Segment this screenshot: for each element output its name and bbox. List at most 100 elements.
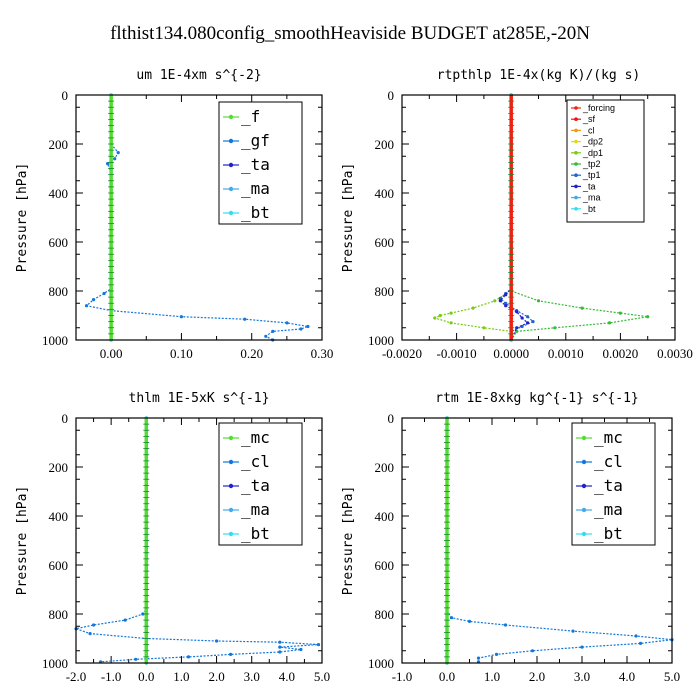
x-tick-label: 4.0	[279, 669, 295, 684]
legend-label: _tp2	[582, 159, 601, 169]
data-point	[618, 311, 623, 315]
legend: _mc _cl _ta _ma _bt	[571, 422, 656, 546]
figure-title: flthist134.080config_smoothHeaviside BUD…	[110, 23, 590, 44]
y-tick-label: 0	[62, 411, 69, 426]
data-point	[494, 652, 499, 657]
x-tick-label: 2.0	[208, 669, 224, 684]
x-tick-label: 0.0	[138, 669, 154, 684]
y-tick-label: 200	[375, 137, 395, 152]
y-tick-label: 200	[375, 460, 395, 475]
legend-label: _ta	[582, 181, 596, 191]
y-tick-label: 0	[62, 88, 69, 103]
panel-title: rtpthlp 1E-4x(kg K)/(kg s)	[437, 68, 641, 83]
x-tick-label: 2.0	[529, 669, 545, 684]
x-tick-label: 0.0010	[548, 346, 584, 361]
y-tick-label: 400	[49, 509, 69, 524]
legend-label: _mc	[594, 428, 623, 447]
y-tick-label: 600	[49, 235, 69, 250]
legend-box	[218, 101, 303, 225]
data-point	[449, 321, 453, 325]
legend-label: _forcing	[582, 103, 615, 113]
y-tick-label: 400	[375, 509, 395, 524]
legend-marker	[228, 138, 234, 144]
x-tick-label: 0.00	[100, 346, 123, 361]
legend-marker	[574, 117, 578, 121]
data-point	[638, 641, 643, 646]
x-tick-label: 3.0	[244, 669, 260, 684]
legend-label: _ta	[594, 476, 623, 495]
legend-marker	[228, 114, 234, 120]
data-point	[553, 326, 557, 330]
data-point	[471, 306, 475, 310]
x-tick-label: 0.0	[439, 669, 455, 684]
y-tick-label: 200	[49, 137, 69, 152]
legend-marker	[574, 128, 578, 133]
x-tick-label: -0.0020	[382, 346, 422, 361]
data-point	[299, 327, 303, 331]
data-point	[467, 619, 472, 624]
data-point	[449, 616, 454, 620]
panel-title: thlm 1E-5xK s^{-1}	[129, 391, 270, 406]
data-point	[278, 640, 282, 644]
y-tick-label: 800	[49, 607, 69, 622]
x-tick-label: -0.0010	[437, 346, 477, 361]
y-tick-label: 400	[49, 186, 69, 201]
legend-label: _bt	[241, 524, 270, 543]
y-tick-label: 1000	[368, 656, 394, 671]
data-point	[271, 329, 275, 333]
legend-label: _dp2	[582, 137, 603, 147]
data-point	[531, 320, 535, 324]
data-point	[179, 315, 183, 319]
legend-label: _cl	[582, 125, 595, 135]
legend-marker	[574, 151, 578, 155]
data-point	[106, 162, 110, 166]
legend-label: _gf	[241, 131, 270, 150]
data-point	[92, 298, 96, 302]
y-axis-label: Pressure [hPa]	[15, 163, 30, 273]
legend-marker	[581, 483, 587, 489]
y-tick-label: 800	[375, 607, 395, 622]
data-point	[634, 634, 638, 638]
x-tick-label: 0.20	[240, 346, 263, 361]
y-axis-label: Pressure [hPa]	[15, 486, 30, 596]
data-point	[438, 313, 442, 318]
y-axis-label: Pressure [hPa]	[341, 163, 356, 273]
panel-1: um 1E-4xm s^{-2} Pressure [hPa] 0 200 400 600…	[15, 68, 333, 361]
data-point	[92, 623, 96, 627]
data-point	[102, 291, 106, 296]
data-point	[264, 334, 268, 338]
series-line-tp2	[510, 95, 648, 341]
data-point	[88, 632, 92, 636]
data-point	[433, 316, 437, 320]
y-tick-label: 600	[375, 235, 395, 250]
panel-4: rtm 1E-8xkg kg^{-1} s^{-1} Pressure [hPa]…	[341, 391, 680, 684]
data-point	[646, 315, 650, 319]
data-point	[607, 321, 612, 325]
data-point	[580, 645, 584, 649]
y-axis-label: Pressure [hPa]	[341, 486, 356, 596]
legend: _forcing_sf_cl _dp2_dp1_tp2_tp1_ta _ma_bt	[566, 99, 645, 223]
plot-frame	[75, 94, 323, 341]
y-tick-label: 1000	[42, 656, 68, 671]
y-tick-label: 0	[388, 411, 395, 426]
legend-label: _mc	[241, 428, 270, 447]
panel-2: rtpthlp 1E-4x(kg K)/(kg s) Pressure [hPa]…	[341, 68, 693, 361]
data-point	[186, 655, 191, 659]
legend-marker	[581, 507, 587, 513]
panel-title: rtm 1E-8xkg kg^{-1} s^{-1}	[435, 391, 639, 406]
legend-marker	[228, 162, 234, 168]
plot-frame	[401, 417, 673, 664]
data-point	[229, 652, 233, 657]
series-markers-dp1	[433, 93, 513, 342]
legend-label: _ta	[241, 155, 270, 174]
x-tick-label: -1.0	[101, 669, 122, 684]
series-line-ta	[499, 95, 529, 341]
legend-label: _cl	[241, 452, 270, 471]
plot-frame	[401, 94, 676, 341]
legend-marker	[581, 435, 587, 441]
legend-label: _ma	[594, 500, 623, 519]
series-line-dp1	[433, 95, 512, 340]
x-tick-label: 1.0	[173, 669, 189, 684]
y-tick-label: 800	[375, 284, 395, 299]
data-point	[526, 315, 530, 319]
